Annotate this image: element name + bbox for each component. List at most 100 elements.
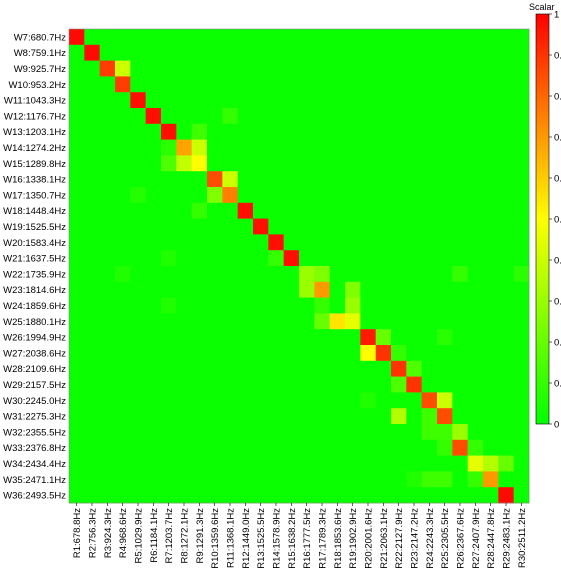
heatmap-cell xyxy=(145,202,162,219)
heatmap-cell xyxy=(345,266,361,283)
heatmap-cell xyxy=(391,123,407,140)
row-label: W22:1735.9Hz xyxy=(3,269,66,280)
heatmap-cell xyxy=(237,266,254,283)
row-label: W13:1203.1Hz xyxy=(3,127,66,138)
heatmap-cell xyxy=(498,29,515,46)
heatmap-cell xyxy=(406,266,423,283)
heatmap-cell xyxy=(513,29,530,46)
heatmap-cell xyxy=(483,471,499,488)
heatmap-cell xyxy=(391,313,407,330)
heatmap-cell xyxy=(406,329,423,346)
heatmap-cell xyxy=(207,424,223,441)
heatmap-cell xyxy=(391,376,407,393)
heatmap-cell xyxy=(483,139,499,156)
heatmap-cell xyxy=(391,360,407,377)
colorbar-tick-label: 0.1 xyxy=(554,379,561,390)
heatmap-cell xyxy=(452,234,469,251)
heatmap-cell xyxy=(283,92,300,109)
heatmap-cell xyxy=(452,376,469,393)
heatmap-cell xyxy=(483,455,499,472)
heatmap-cell xyxy=(130,155,147,172)
heatmap-cell xyxy=(99,155,116,172)
heatmap-cell xyxy=(237,123,254,140)
heatmap-cell xyxy=(452,487,469,504)
heatmap-cell xyxy=(329,123,346,140)
heatmap-cell xyxy=(191,376,208,393)
heatmap-cell xyxy=(115,60,131,77)
heatmap-cell xyxy=(237,155,254,172)
heatmap-cell xyxy=(161,92,177,109)
heatmap-cell xyxy=(329,329,346,346)
heatmap-cell xyxy=(452,202,469,219)
heatmap-cell xyxy=(176,250,193,267)
heatmap-cell xyxy=(513,250,530,267)
heatmap-cell xyxy=(391,408,407,425)
heatmap-cell xyxy=(437,439,453,456)
heatmap-cell xyxy=(467,266,484,283)
heatmap-cell xyxy=(314,281,331,298)
heatmap-cell xyxy=(360,329,377,346)
heatmap-cell xyxy=(222,29,239,46)
heatmap-cell xyxy=(314,376,331,393)
heatmap-cell xyxy=(283,313,300,330)
heatmap-cell xyxy=(145,345,162,362)
heatmap-cell xyxy=(99,44,116,61)
heatmap-cell xyxy=(145,329,162,346)
heatmap-cell xyxy=(299,392,315,409)
heatmap-cell xyxy=(406,155,423,172)
heatmap-cell xyxy=(283,471,300,488)
heatmap-cell xyxy=(207,392,223,409)
heatmap-cell xyxy=(345,313,361,330)
heatmap-cell xyxy=(283,139,300,156)
heatmap-cell xyxy=(391,171,407,188)
column-label: R28:2447.8Hz xyxy=(486,508,497,568)
heatmap-cell xyxy=(421,471,438,488)
heatmap-cell xyxy=(191,392,208,409)
heatmap-cell xyxy=(467,471,484,488)
heatmap-cell xyxy=(360,234,377,251)
heatmap-cell xyxy=(237,471,254,488)
heatmap-cell xyxy=(375,392,392,409)
column-label: R26:2367.6Hz xyxy=(456,508,467,568)
heatmap-cell xyxy=(329,234,346,251)
heatmap-cell xyxy=(467,29,484,46)
heatmap-cell xyxy=(406,123,423,140)
heatmap-cell xyxy=(84,123,101,140)
heatmap-cell xyxy=(283,408,300,425)
heatmap-cell xyxy=(237,424,254,441)
heatmap-cell xyxy=(437,250,453,267)
heatmap-cell xyxy=(345,155,361,172)
heatmap-cell xyxy=(360,29,377,46)
heatmap-cell xyxy=(191,329,208,346)
heatmap-cell xyxy=(191,187,208,204)
heatmap-cell xyxy=(360,108,377,125)
heatmap-cell xyxy=(345,439,361,456)
heatmap-cell xyxy=(253,250,269,267)
heatmap-cell xyxy=(406,76,423,93)
heatmap-cell xyxy=(513,139,530,156)
column-label: R17:1789.3Hz xyxy=(318,508,329,568)
heatmap-cell xyxy=(360,76,377,93)
heatmap-cell xyxy=(237,250,254,267)
heatmap-cell xyxy=(483,234,499,251)
heatmap-cell xyxy=(268,108,285,125)
heatmap-cell xyxy=(452,155,469,172)
heatmap-cell xyxy=(161,76,177,93)
heatmap-cell xyxy=(299,29,315,46)
heatmap-cell xyxy=(314,471,331,488)
heatmap-cell xyxy=(299,44,315,61)
heatmap-cell xyxy=(345,345,361,362)
heatmap-cell xyxy=(69,187,85,204)
heatmap-cell xyxy=(513,471,530,488)
heatmap-cell xyxy=(437,76,453,93)
heatmap-cell xyxy=(222,218,239,235)
heatmap-cell xyxy=(207,60,223,77)
heatmap-cell xyxy=(498,76,515,93)
heatmap-cell xyxy=(84,439,101,456)
heatmap-cell xyxy=(237,487,254,504)
heatmap-cell xyxy=(176,360,193,377)
heatmap-cell xyxy=(237,108,254,125)
heatmap-cell xyxy=(283,345,300,362)
heatmap-cell xyxy=(299,281,315,298)
heatmap-cell xyxy=(145,139,162,156)
